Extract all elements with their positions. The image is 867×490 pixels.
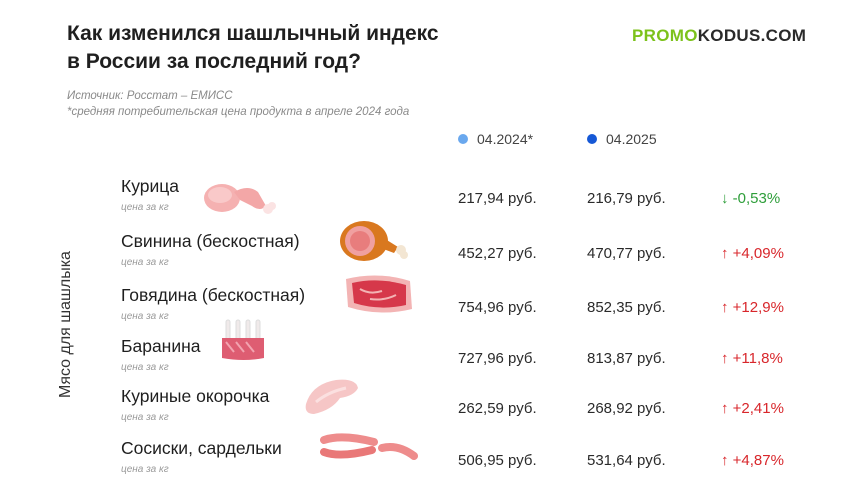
price-2024: 217,94 руб.	[458, 190, 537, 207]
title-line-2: в России за последний год?	[67, 50, 361, 73]
logo-part-kodus: KODUS	[697, 26, 761, 45]
price-2024: 754,96 руб.	[458, 299, 537, 316]
page-title: Как изменился шашлычный индекс в России …	[67, 20, 507, 76]
legend-2025: 04.2025	[587, 131, 657, 147]
legend-label-2025: 04.2025	[606, 131, 657, 147]
unit-label: цена за кг	[121, 464, 169, 475]
source-line: Источник: Росстат – ЕМИСС	[67, 90, 233, 102]
sausages-icon	[320, 433, 418, 460]
price-change: ↑ +2,41%	[721, 400, 784, 417]
price-2024: 262,59 руб.	[458, 400, 537, 417]
title-line-1: Как изменился шашлычный индекс	[67, 22, 439, 45]
brand-logo[interactable]: PROMOKODUS.COM	[632, 26, 806, 46]
product-name: Свинина (бескостная)	[121, 231, 300, 251]
price-change: ↑ +11,8%	[721, 350, 783, 367]
unit-label: цена за кг	[121, 362, 169, 373]
price-2024: 506,95 руб.	[458, 452, 537, 469]
price-2025: 813,87 руб.	[587, 350, 666, 367]
unit-label: цена за кг	[121, 202, 169, 213]
legend-dot-2025	[587, 134, 597, 144]
table-row: Свинина (бескостная) цена за кг 452,27 р…	[0, 221, 867, 287]
table-row: Куриные окорочка цена за кг 262,59 руб. …	[0, 379, 867, 442]
product-name: Куриные окорочка	[121, 386, 270, 406]
legend-label-2024: 04.2024*	[477, 131, 534, 147]
unit-label: цена за кг	[121, 412, 169, 423]
price-2025: 852,35 руб.	[587, 299, 666, 316]
price-2025: 268,92 руб.	[587, 400, 666, 417]
unit-label: цена за кг	[121, 311, 169, 322]
price-2025: 470,77 руб.	[587, 245, 666, 262]
unit-label: цена за кг	[121, 257, 169, 268]
price-change: ↑ +4,87%	[721, 452, 784, 469]
lamb-rack-icon	[222, 319, 264, 360]
legend-dot-2024	[458, 134, 468, 144]
chicken-leg-icon	[305, 379, 358, 414]
table-row: Сосиски, сардельки цена за кг 506,95 руб…	[0, 433, 867, 490]
product-name: Курица	[121, 176, 180, 196]
legend-2024: 04.2024*	[458, 131, 533, 147]
table-row: Курица цена за кг 217,94 руб. 216,79 руб…	[0, 176, 867, 232]
price-2025: 531,64 руб.	[587, 452, 666, 469]
logo-part-promo: PROMO	[632, 26, 698, 45]
chicken-icon	[204, 184, 276, 214]
product-name: Сосиски, сардельки	[121, 438, 282, 458]
ham-icon	[340, 221, 408, 261]
source-note: Источник: Росстат – ЕМИСС *средняя потре…	[67, 88, 409, 120]
price-change: ↑ +12,9%	[721, 299, 784, 316]
price-2024: 727,96 руб.	[458, 350, 537, 367]
price-change: ↓ -0,53%	[721, 190, 781, 207]
product-name: Говядина (бескостная)	[121, 285, 306, 305]
steak-icon	[346, 275, 412, 313]
table-row: Баранина цена за кг 727,96 руб. 813,87 р…	[0, 319, 867, 392]
logo-part-com: .COM	[760, 26, 807, 45]
table-row: Говядина (бескостная) цена за кг 754,96 …	[0, 275, 867, 341]
product-name: Баранина	[121, 336, 201, 356]
footnote-line: *средняя потребительская цена продукта в…	[67, 106, 410, 118]
price-change: ↑ +4,09%	[721, 245, 784, 262]
price-2024: 452,27 руб.	[458, 245, 537, 262]
price-2025: 216,79 руб.	[587, 190, 666, 207]
